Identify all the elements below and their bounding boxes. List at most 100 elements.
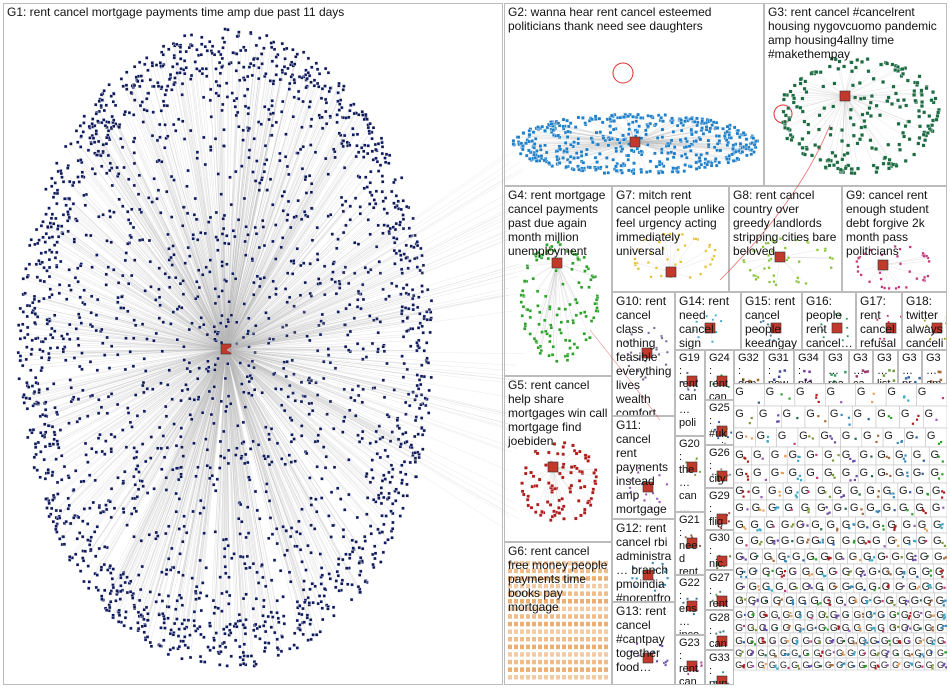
node [297,612,301,616]
node [93,478,97,483]
node [817,127,821,132]
node [694,130,698,134]
node [357,561,361,565]
node [67,475,71,480]
node [25,325,30,330]
node [47,274,52,279]
node [214,489,218,493]
node [657,240,661,244]
node [286,213,290,217]
node [880,285,884,289]
edge [225,348,284,369]
node [141,380,146,385]
node [269,625,273,629]
node [360,110,364,114]
node [737,135,742,139]
edge [207,348,227,450]
node [419,402,423,407]
node [243,94,247,98]
node [119,77,124,81]
node [402,252,406,256]
node [155,197,159,201]
node [309,206,314,210]
node [306,543,310,548]
node [119,306,123,310]
edge [225,348,430,391]
edge [45,214,227,350]
node [106,129,111,133]
node [119,136,123,141]
node [40,260,44,265]
node [113,103,118,108]
node [156,81,160,85]
node [68,337,72,341]
node [292,437,296,441]
node [875,165,880,170]
node [214,67,218,71]
edge [556,262,596,277]
node [581,160,586,165]
node [933,96,938,101]
edge [225,153,281,350]
node [150,133,155,138]
node [857,256,861,260]
node [80,351,84,355]
edge [225,35,267,350]
node [584,152,589,157]
node [275,541,279,546]
node [154,331,158,336]
node [823,165,828,170]
node [366,151,370,156]
node [170,397,174,401]
node [533,155,538,160]
node [271,239,275,244]
node [172,178,176,182]
node [188,369,192,374]
node [199,53,203,57]
node [314,380,318,385]
node [797,260,801,264]
node [676,248,680,252]
node [559,320,564,324]
edge [37,348,227,471]
node [107,83,111,87]
node [41,235,45,240]
node [168,285,172,289]
node [287,453,291,457]
node [39,251,43,255]
node [398,470,403,474]
node [408,403,412,408]
node [424,403,428,408]
node [361,282,365,287]
node [853,95,858,100]
node [38,347,42,352]
edge [225,348,388,500]
node [271,337,276,341]
node [143,624,147,628]
node [276,616,280,620]
node [243,461,247,466]
node [55,250,59,255]
node [394,194,399,198]
node [203,162,208,167]
node [29,238,33,242]
node [351,546,355,550]
node [538,351,542,355]
node [335,113,339,117]
group-label-g3: G3: rent cancel #cancelrent housing nygo… [768,5,937,61]
node [803,152,807,157]
node [385,361,389,366]
node [588,165,592,170]
node [635,147,640,151]
node [66,219,70,223]
node [622,137,626,142]
node [50,326,54,331]
node [212,385,216,389]
edge [225,340,419,350]
node [341,139,346,143]
node [72,240,77,244]
node [197,268,201,272]
node [203,660,207,664]
node [335,486,340,491]
edge [87,348,227,567]
